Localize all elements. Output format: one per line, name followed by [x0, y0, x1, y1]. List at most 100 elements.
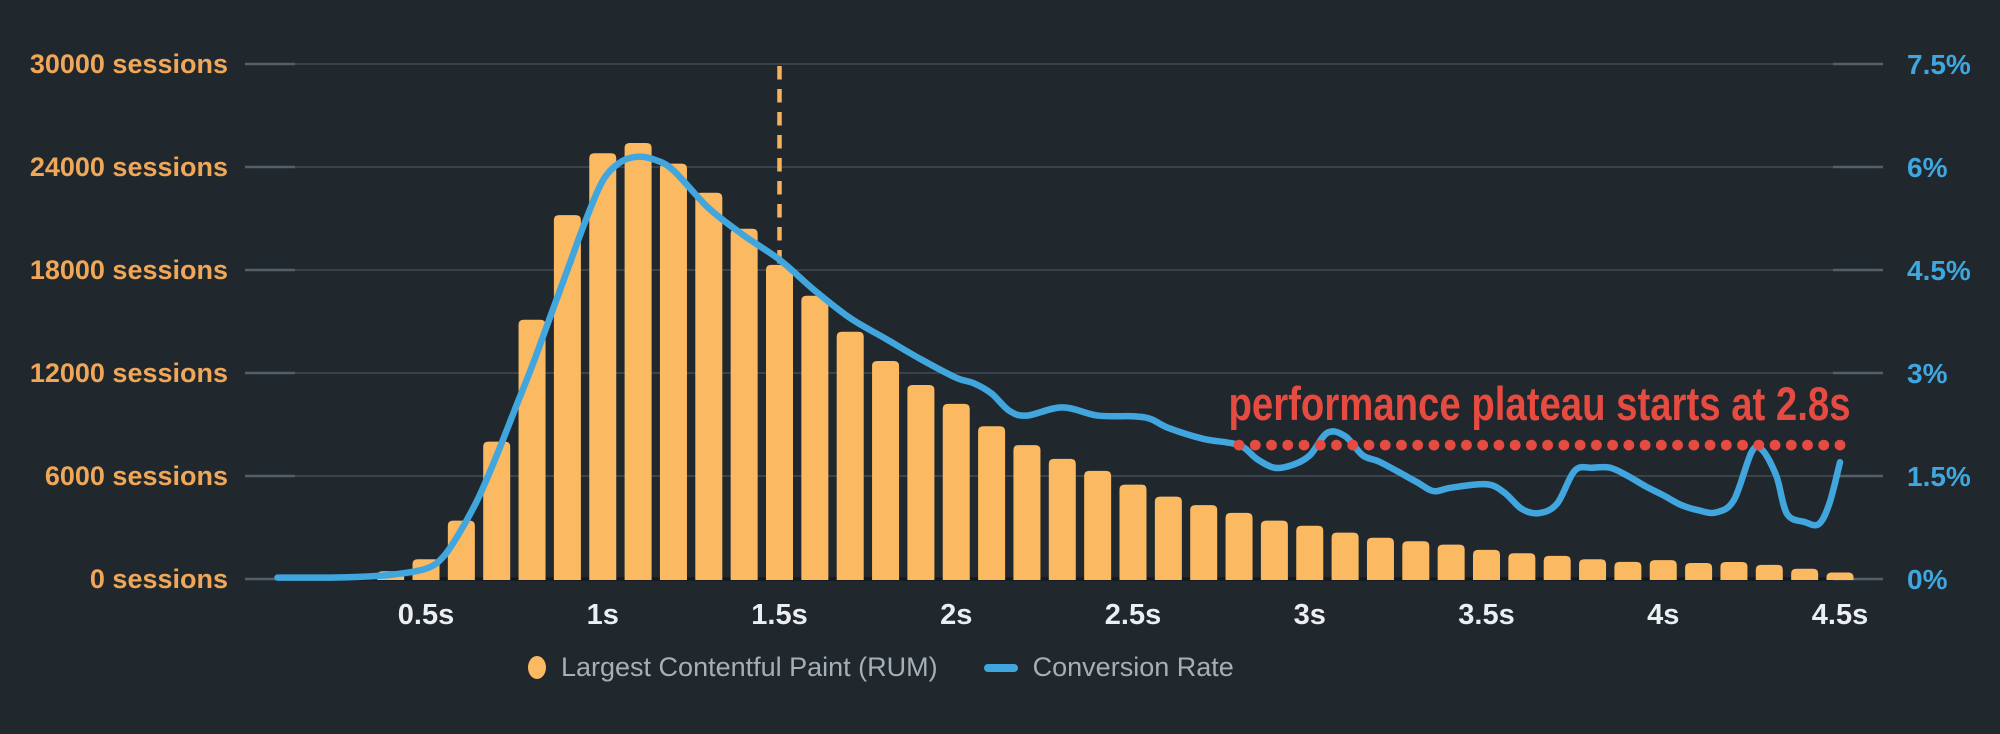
plateau-dot: [1818, 439, 1830, 451]
plateau-dot: [1542, 439, 1554, 451]
plateau-dot: [1639, 439, 1651, 451]
y-axis-left-label: 30000 sessions: [30, 49, 228, 79]
y-axis-left-label: 18000 sessions: [30, 255, 228, 285]
y-axis-left-label: 24000 sessions: [30, 152, 228, 182]
chart-legend: Largest Contentful Paint (RUM) Conversio…: [528, 652, 1234, 683]
plateau-dot: [1461, 439, 1472, 451]
bar: [1048, 458, 1076, 580]
bar: [624, 142, 652, 580]
plateau-dot: [1396, 439, 1407, 451]
y-axis-right-label: 3%: [1907, 358, 1948, 389]
plateau-dot: [1314, 439, 1326, 451]
plateau-dot: [1347, 439, 1359, 451]
bar: [1791, 568, 1819, 580]
plateau-dot: [1477, 439, 1489, 451]
plateau-dot: [1704, 439, 1716, 451]
x-axis-label: 2s: [940, 599, 972, 631]
y-axis-left-label: 0 sessions: [90, 564, 228, 594]
x-axis-label: 1.5s: [751, 599, 807, 631]
bar: [1225, 512, 1253, 580]
bar: [1614, 561, 1642, 580]
bar: [1119, 484, 1147, 580]
x-axis-label: 4s: [1647, 599, 1679, 631]
plateau-dot: [1769, 439, 1781, 451]
legend-label-lcp: Largest Contentful Paint (RUM): [561, 652, 938, 682]
bar: [1154, 496, 1182, 580]
bar: [730, 228, 758, 581]
bar: [1366, 537, 1394, 580]
bar: [1685, 563, 1713, 580]
bar: [1649, 560, 1677, 580]
plateau-dot: [1249, 439, 1261, 451]
plateau-dot: [1428, 439, 1440, 451]
plateau-dot: [1607, 439, 1619, 451]
legend-item-lcp: Largest Contentful Paint (RUM): [528, 652, 938, 683]
bar: [553, 215, 581, 581]
plateau-dot: [1509, 439, 1521, 451]
plateau-dot: [1655, 439, 1667, 451]
bar: [766, 264, 793, 580]
plateau-dot: [1720, 439, 1732, 451]
bar: [1013, 445, 1041, 580]
plateau-dot: [1526, 439, 1537, 451]
bar: [1190, 505, 1218, 580]
plateau-dot: [1558, 439, 1570, 451]
bar: [1084, 470, 1112, 580]
plateau-dot: [1688, 439, 1700, 451]
plateau-dot: [1412, 439, 1424, 451]
bar: [659, 163, 687, 581]
bar: [801, 295, 829, 580]
plateau-dot: [1379, 439, 1391, 451]
lcp-dot-icon: [528, 656, 546, 679]
plateau-dot: [1672, 439, 1683, 451]
y-axis-right-label: 6%: [1907, 152, 1948, 183]
x-axis-label: 0.5s: [398, 599, 454, 631]
x-axis-label: 3.5s: [1458, 599, 1514, 631]
x-axis-label: 1s: [587, 599, 619, 631]
plateau-dot: [1363, 439, 1375, 451]
conversion-line-icon: [983, 663, 1018, 672]
legend-label-conversion: Conversion Rate: [1032, 652, 1234, 682]
bar: [1579, 559, 1607, 580]
bar: [836, 331, 864, 580]
y-axis-right-label: 7.5%: [1907, 49, 1971, 80]
plateau-dot: [1737, 439, 1748, 451]
y-axis-right-label: 1.5%: [1907, 461, 1971, 492]
bar: [942, 403, 970, 580]
y-axis-left-label: 12000 sessions: [30, 358, 228, 388]
bar: [695, 192, 723, 580]
plateau-dot: [1298, 439, 1310, 451]
x-axis-label: 4.5s: [1812, 599, 1868, 631]
bar: [1755, 564, 1783, 580]
plateau-dot: [1282, 439, 1294, 451]
bar: [1473, 549, 1500, 580]
bar: [1296, 525, 1324, 580]
y-axis-right-label: 0%: [1907, 564, 1948, 595]
x-axis-label: 3s: [1294, 599, 1326, 631]
plateau-dot: [1266, 439, 1277, 451]
plateau-dot: [1623, 439, 1635, 451]
bar: [1402, 541, 1430, 580]
legend-item-conversion: Conversion Rate: [983, 652, 1234, 683]
y-axis-left-label: 6000 sessions: [45, 461, 228, 491]
plateau-dot: [1233, 439, 1245, 451]
plateau-dot: [1785, 439, 1797, 451]
bar: [872, 360, 900, 580]
plateau-dot: [1444, 439, 1456, 451]
plateau-dot: [1331, 439, 1342, 451]
bar: [1543, 555, 1571, 580]
plateau-dot: [1753, 439, 1765, 451]
bar: [589, 153, 617, 580]
plateau-dot: [1493, 439, 1505, 451]
bar: [1508, 553, 1536, 580]
bar: [1331, 532, 1359, 580]
bar: [1720, 562, 1748, 580]
bar: [907, 385, 935, 580]
bar: [978, 426, 1006, 580]
x-axis-label: 2.5s: [1105, 599, 1161, 631]
plateau-dot: [1574, 439, 1586, 451]
plateau-dot: [1590, 439, 1602, 451]
y-axis-right-label: 4.5%: [1907, 255, 1971, 286]
